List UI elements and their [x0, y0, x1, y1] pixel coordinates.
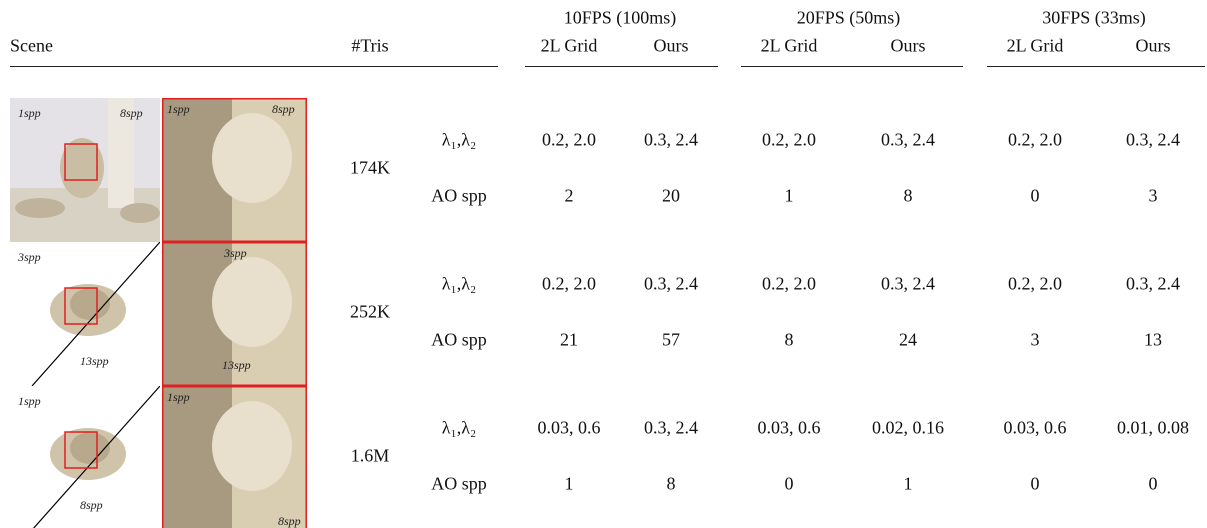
ao-value: 1 [785, 186, 794, 207]
ao-label: AO spp [431, 330, 487, 351]
column-header: Ours [891, 36, 926, 57]
thumbnail-label: 1spp [18, 106, 41, 121]
thumbnail-label: 1spp [18, 394, 41, 409]
scene-header: Scene [10, 36, 53, 57]
column-header: 2L Grid [761, 36, 818, 57]
triangle-count: 174K [350, 158, 390, 179]
param-value: 0.3, 2.4 [881, 274, 935, 295]
ao-label: AO spp [431, 186, 487, 207]
param-value: 0.2, 2.0 [542, 130, 596, 151]
crop-label: 8spp [272, 102, 295, 117]
zoom-crop [162, 98, 307, 242]
table-page: Scene #Tris 10FPS (100ms) 2L Grid Ours 20FP… [0, 0, 1207, 528]
ao-value: 24 [899, 330, 917, 351]
ao-value: 13 [1144, 330, 1162, 351]
param-label: λ₁,λ₂ [442, 274, 477, 295]
ao-value: 2 [565, 186, 574, 207]
ao-value: 1 [565, 474, 574, 495]
ao-value: 57 [662, 330, 680, 351]
param-value: 0.3, 2.4 [881, 130, 935, 151]
param-label: λ₁,λ₂ [442, 418, 477, 439]
rule [10, 66, 498, 67]
ao-value: 0 [1031, 186, 1040, 207]
param-value: 0.03, 0.6 [1004, 418, 1067, 439]
param-value: 0.3, 2.4 [644, 418, 698, 439]
ao-value: 21 [560, 330, 578, 351]
param-value: 0.3, 2.4 [1126, 130, 1180, 151]
ao-value: 8 [667, 474, 676, 495]
thumbnail-label: 8spp [80, 498, 103, 513]
column-header: 2L Grid [1007, 36, 1064, 57]
triangle-count: 1.6M [351, 446, 390, 467]
param-value: 0.2, 2.0 [542, 274, 596, 295]
param-value: 0.3, 2.4 [1126, 274, 1180, 295]
ao-value: 3 [1031, 330, 1040, 351]
ao-value: 1 [904, 474, 913, 495]
crop-label: 13spp [222, 358, 251, 373]
ao-value: 8 [785, 330, 794, 351]
param-value: 0.2, 2.0 [1008, 130, 1062, 151]
column-header: Ours [1136, 36, 1171, 57]
param-value: 0.2, 2.0 [762, 130, 816, 151]
param-value: 0.3, 2.4 [644, 274, 698, 295]
crop-label: 1spp [167, 102, 190, 117]
crop-label: 1spp [167, 390, 190, 405]
triangle-count: 252K [350, 302, 390, 323]
group-header: 20FPS (50ms) [797, 8, 901, 29]
rule [525, 66, 718, 67]
param-value: 0.01, 0.08 [1117, 418, 1189, 439]
thumbnail-label: 3spp [18, 250, 41, 265]
ao-value: 8 [904, 186, 913, 207]
group-header: 30FPS (33ms) [1042, 8, 1146, 29]
ao-value: 3 [1149, 186, 1158, 207]
ao-value: 0 [1149, 474, 1158, 495]
param-value: 0.2, 2.0 [1008, 274, 1062, 295]
thumbnail-label: 13spp [80, 354, 109, 369]
param-value: 0.03, 0.6 [538, 418, 601, 439]
ao-value: 0 [1031, 474, 1040, 495]
tris-header: #Tris [351, 36, 388, 57]
group-header: 10FPS (100ms) [564, 8, 677, 29]
crop-label: 3spp [224, 246, 247, 261]
param-label: λ₁,λ₂ [442, 130, 477, 151]
param-value: 0.2, 2.0 [762, 274, 816, 295]
thumbnail-label: 8spp [120, 106, 143, 121]
rule [987, 66, 1205, 67]
param-value: 0.3, 2.4 [644, 130, 698, 151]
ao-label: AO spp [431, 474, 487, 495]
zoom-crop [162, 386, 307, 528]
column-header: Ours [654, 36, 689, 57]
ao-value: 0 [785, 474, 794, 495]
ao-value: 20 [662, 186, 680, 207]
crop-label: 8spp [278, 514, 301, 528]
param-value: 0.02, 0.16 [872, 418, 944, 439]
param-value: 0.03, 0.6 [758, 418, 821, 439]
rule [741, 66, 963, 67]
column-header: 2L Grid [541, 36, 598, 57]
